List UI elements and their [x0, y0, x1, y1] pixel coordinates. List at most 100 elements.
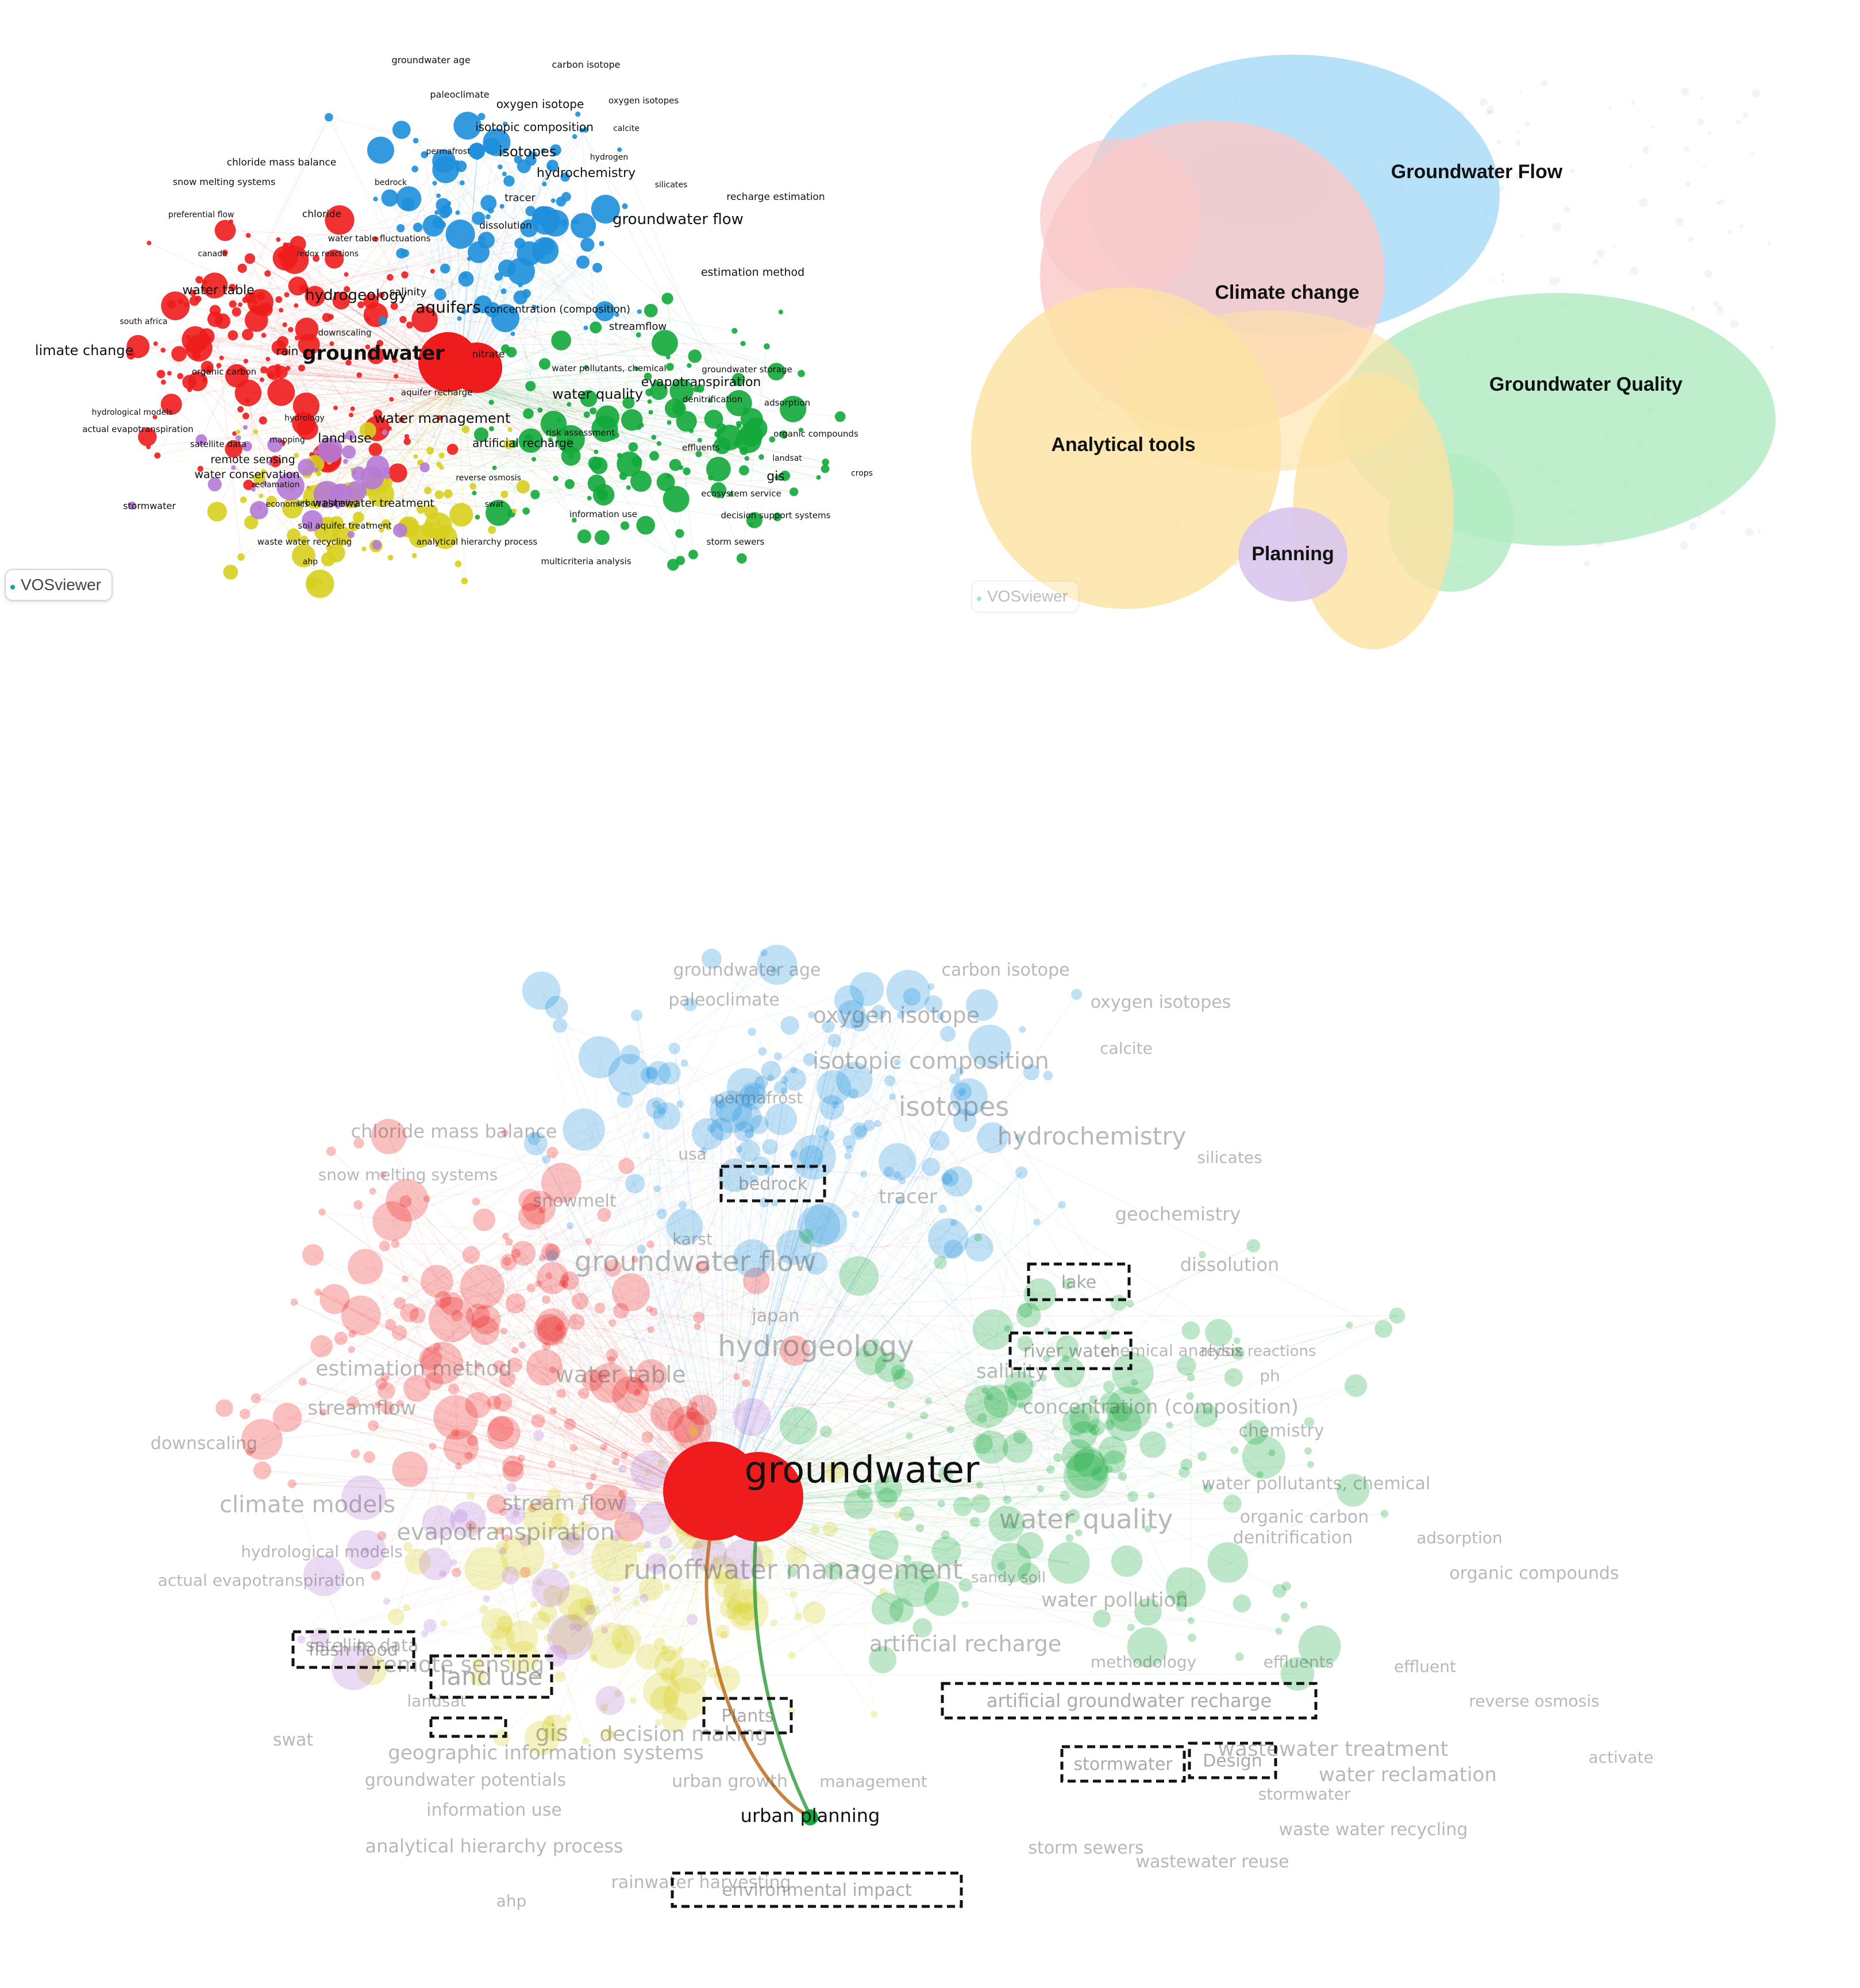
network-node: [241, 1419, 283, 1460]
node-label-actual-evapotranspiration: actual evapotranspiration: [82, 424, 193, 434]
network-node: [490, 1625, 515, 1651]
network-node: [591, 415, 618, 442]
network-edge: [723, 1040, 835, 1506]
network-node: [201, 360, 214, 373]
network-edge: [646, 1135, 925, 1580]
network-node: [483, 128, 511, 156]
network-edge: [791, 1488, 1041, 1656]
node-label-risk-assessment: risk assessment: [546, 427, 615, 438]
network-node: [656, 441, 662, 446]
network-node: [229, 219, 234, 224]
network-edge: [723, 1091, 963, 1506]
network-edge: [593, 1178, 948, 1659]
network-node: [436, 461, 442, 468]
network-edge: [809, 1059, 1238, 1342]
network-node: [842, 1135, 856, 1149]
network-edge: [456, 1132, 750, 1316]
node-label-hydrological-models: hydrological models: [92, 408, 173, 417]
node-label-water-quality: water quality: [552, 386, 643, 402]
network-node: [642, 1673, 680, 1710]
network-node: [676, 411, 697, 432]
network-node: [356, 1654, 387, 1685]
network-node: [1337, 1474, 1370, 1507]
network-node: [834, 985, 864, 1015]
network-edge: [437, 1078, 955, 1282]
network-node: [771, 1199, 779, 1207]
faint-node: [1630, 266, 1639, 275]
network-edge: [278, 216, 488, 240]
network-node: [488, 426, 494, 431]
node-label-waste-water-recycling: waste water recycling: [1279, 1820, 1468, 1840]
network-node: [673, 1412, 712, 1450]
network-node: [473, 427, 489, 442]
network-node: [322, 527, 329, 534]
node-label-evapotranspiration: evapotranspiration: [396, 1519, 615, 1546]
network-edge: [273, 279, 467, 373]
network-edge: [218, 365, 460, 386]
network-node: [471, 1305, 501, 1335]
network-node: [701, 949, 722, 969]
vosviewer-badge-faded[interactable]: VOSviewer: [971, 580, 1080, 612]
network-node: [739, 465, 749, 476]
network-node: [379, 1171, 387, 1178]
network-overview-panel: groundwater age carbon isotope paleoclimat…: [34, 34, 931, 655]
node-label-wastewater-treatment: wastewater treatment: [313, 497, 434, 510]
network-node: [1066, 1448, 1108, 1491]
network-node: [688, 1425, 699, 1435]
network-node: [659, 1646, 669, 1655]
network-node: [650, 1686, 679, 1715]
network-node: [530, 490, 540, 499]
network-node: [506, 1482, 517, 1493]
network-edge: [657, 1505, 725, 1723]
network-node: [302, 510, 323, 531]
network-edge: [360, 1204, 683, 1316]
network-node: [810, 1525, 819, 1535]
network-edge: [507, 1308, 650, 1379]
network-edge: [399, 1014, 852, 1304]
network-node: [893, 1369, 914, 1390]
network-node: [524, 1720, 560, 1756]
network-node: [556, 197, 567, 207]
network-edge: [723, 1091, 785, 1506]
network-node: [545, 1645, 568, 1667]
network-node: [550, 1616, 590, 1655]
network-edge: [459, 384, 740, 404]
network-node: [499, 203, 505, 209]
network-node: [1199, 1251, 1206, 1259]
network-node: [584, 365, 589, 370]
network-node: [440, 263, 450, 274]
network-node: [378, 316, 387, 325]
network-node: [573, 1612, 580, 1619]
network-node: [244, 398, 250, 403]
node-label-information-use: information use: [426, 1800, 562, 1820]
node-label-aquifer-recharge: aquifer recharge: [401, 387, 473, 398]
faint-node: [1730, 319, 1739, 329]
network-edge: [723, 1107, 833, 1506]
network-edge: [723, 1014, 852, 1506]
network-edge: [723, 1000, 850, 1506]
network-edge: [352, 145, 492, 409]
node-label-isotopic-composition: isotopic composition: [475, 120, 594, 134]
network-edge: [285, 244, 682, 392]
node-label-hydrology: hydrology: [284, 414, 325, 423]
network-node: [628, 442, 638, 452]
network-node: [488, 526, 496, 534]
highlight-box-river-water: [1008, 1331, 1133, 1370]
cluster-label-planning: Planning: [1251, 543, 1334, 565]
network-node: [720, 1631, 727, 1639]
network-node: [381, 189, 399, 207]
network-edge: [611, 1616, 799, 1735]
network-node: [876, 1488, 898, 1508]
network-edge: [452, 384, 460, 450]
network-edge: [374, 305, 777, 372]
network-node: [735, 1146, 743, 1153]
network-node: [746, 512, 763, 529]
network-node: [769, 436, 776, 443]
network-node: [645, 1066, 658, 1080]
network-node: [551, 330, 571, 350]
highlight-box-label-design: Design: [1203, 1751, 1262, 1771]
network-node: [553, 1018, 568, 1033]
vosviewer-badge[interactable]: VOSviewer: [5, 569, 113, 601]
network-edge: [723, 1069, 795, 1506]
network-edge: [723, 1172, 1022, 1506]
